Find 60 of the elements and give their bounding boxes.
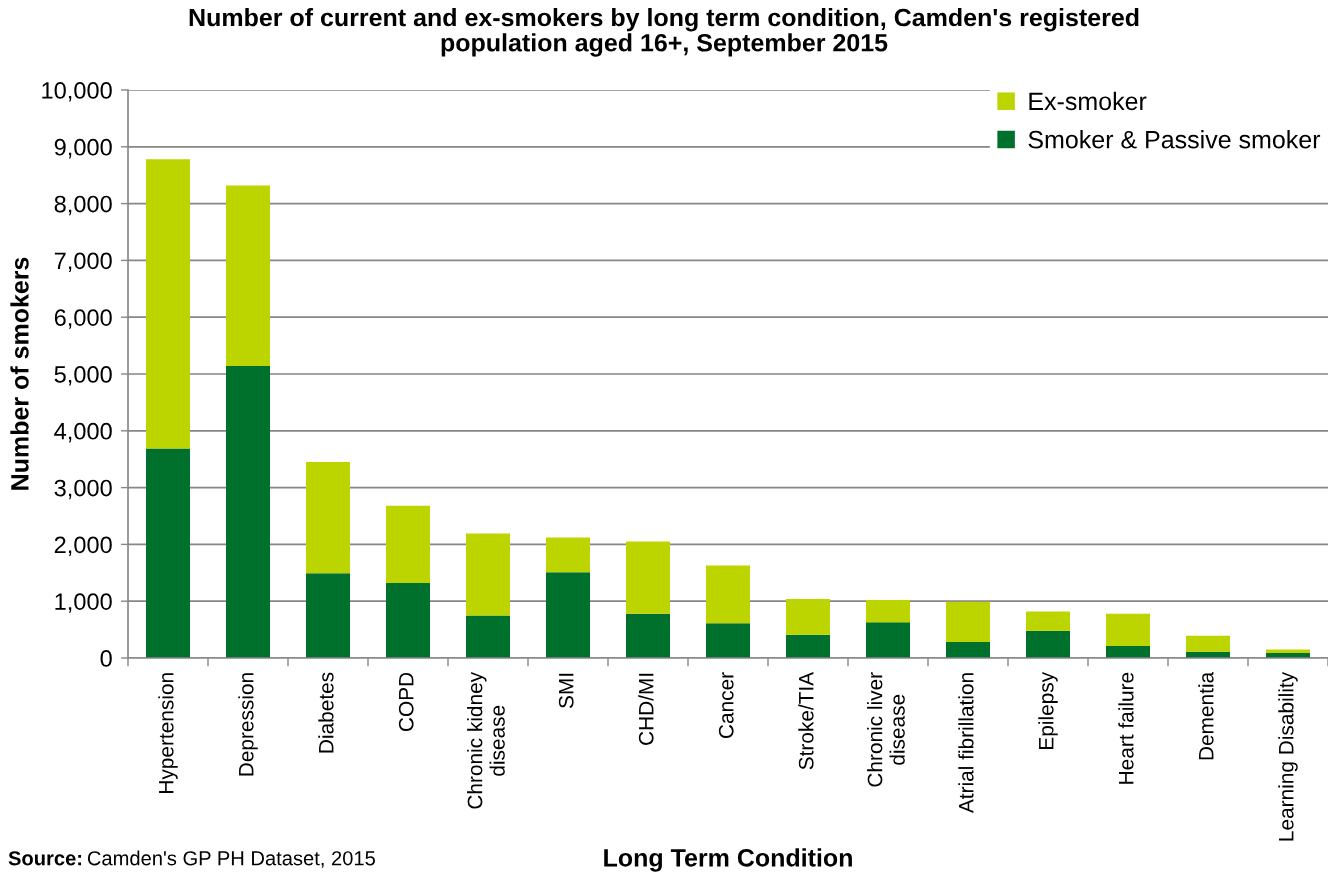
y-tick-label: 10,000	[42, 82, 112, 102]
x-tick-label: Heart failure	[1118, 672, 1134, 784]
bar	[1026, 630, 1070, 658]
x-axis-title: Long Term Condition	[604, 848, 852, 872]
bar	[626, 541, 670, 614]
x-tick-label: Chronic kidney disease	[467, 671, 505, 809]
bar	[706, 565, 750, 624]
bar	[706, 623, 750, 658]
bar	[546, 572, 590, 658]
legend-label: Ex-smoker	[1029, 91, 1147, 111]
source-note: Source: Camden's GP PH Dataset, 2015	[8, 850, 375, 868]
y-tick-label: 3,000	[54, 479, 112, 500]
bar	[946, 601, 990, 643]
bar	[1266, 649, 1310, 653]
y-tick-label: 4,000	[54, 422, 112, 443]
y-tick-label: 0	[100, 650, 112, 667]
bar	[786, 634, 830, 658]
legend-label: Smoker & Passive smoker	[1028, 130, 1321, 149]
y-tick-label: 1,000	[55, 593, 112, 613]
y-axis-title: Number of smokers	[10, 257, 29, 490]
bar	[226, 366, 270, 658]
y-tick-label: 8,000	[54, 195, 112, 216]
x-tick-label: Learning Disability	[1278, 671, 1298, 841]
x-tick-label: CHD/MI	[638, 673, 654, 745]
x-tick-label: Diabetes	[318, 672, 334, 753]
y-tick-label: 2,000	[54, 536, 112, 556]
bar	[306, 462, 350, 574]
bar	[866, 600, 910, 623]
bar	[466, 615, 510, 658]
x-tick-label: Cancer	[718, 672, 734, 738]
x-tick-label: COPD	[398, 672, 414, 732]
bar	[786, 598, 830, 635]
x-tick-label: Chronic liver disease	[867, 672, 905, 787]
bar	[546, 537, 590, 573]
bar	[1106, 646, 1150, 658]
x-tick-label: SMI	[558, 673, 574, 708]
bar	[626, 613, 670, 658]
bar	[946, 642, 990, 658]
bar	[306, 573, 350, 658]
bar	[1106, 613, 1150, 647]
bar	[146, 448, 190, 658]
x-tick-label: Dementia	[1198, 671, 1214, 760]
x-tick-label: Atrial fibrillation	[958, 673, 974, 814]
bar	[866, 622, 910, 658]
y-tick-label: 6,000	[54, 309, 112, 329]
bar	[146, 159, 190, 449]
bar	[1026, 611, 1070, 631]
y-tick-label: 9,000	[54, 138, 112, 159]
bar	[226, 185, 270, 367]
x-tick-label: Depression	[238, 673, 258, 776]
x-tick-label: Epilepsy	[1038, 671, 1058, 749]
chart-title: Number of current and ex-smokers by long term condition, Camden's registered population aged 16+, September 2015	[189, 8, 1139, 57]
bar	[466, 533, 510, 616]
x-tick-label: Stroke/TIA	[798, 671, 814, 770]
y-tick-label: 5,000	[54, 366, 112, 386]
bar	[386, 505, 430, 584]
bar	[1186, 635, 1230, 652]
bar	[386, 583, 430, 658]
y-tick-label: 7,000	[54, 252, 112, 272]
x-tick-label: Hypertension	[158, 673, 178, 793]
